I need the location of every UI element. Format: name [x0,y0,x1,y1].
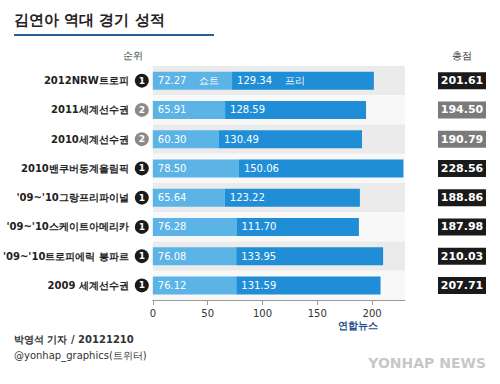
svg-text:1: 1 [139,280,145,290]
svg-text:총점: 총점 [452,50,472,61]
svg-text:연합뉴스: 연합뉴스 [338,320,378,331]
svg-text:150.06: 150.06 [244,163,279,174]
svg-text:2011세계선수권: 2011세계선수권 [51,104,129,115]
svg-text:133.95: 133.95 [241,251,276,262]
svg-text:78.50: 78.50 [158,163,187,174]
svg-text:190.79: 190.79 [441,133,483,146]
svg-text:201.61: 201.61 [441,74,483,87]
svg-text:1: 1 [139,222,145,232]
svg-text:'09~'10트로피에릭 봉파르: '09~'10트로피에릭 봉파르 [3,251,129,262]
svg-text:128.59: 128.59 [230,104,265,115]
svg-text:2010밴쿠버동계올림픽: 2010밴쿠버동계올림픽 [21,163,129,174]
svg-text:228.56: 228.56 [441,162,484,175]
svg-text:2010세계선수권: 2010세계선수권 [51,134,129,145]
svg-text:2012NRW트로피: 2012NRW트로피 [44,75,129,86]
svg-text:200: 200 [363,308,382,319]
svg-text:76.12: 76.12 [158,280,187,291]
svg-text:순위: 순위 [123,50,143,61]
svg-text:2009 세계선수권: 2009 세계선수권 [47,280,128,291]
svg-text:50: 50 [201,308,214,319]
svg-text:1: 1 [139,163,145,173]
svg-text:194.50: 194.50 [441,103,484,116]
svg-text:207.71: 207.71 [441,279,483,292]
svg-text:60.30: 60.30 [158,134,187,145]
svg-text:150: 150 [308,308,327,319]
svg-text:123.22: 123.22 [230,192,265,203]
svg-text:YONHAP NEWS: YONHAP NEWS [367,355,486,371]
svg-text:1: 1 [139,76,145,86]
svg-text:박영석 기자 / 20121210: 박영석 기자 / 20121210 [14,334,134,345]
svg-text:130.49: 130.49 [224,134,259,145]
svg-text:'09~'10스케이트아메리카: '09~'10스케이트아메리카 [6,221,128,232]
svg-text:76.28: 76.28 [158,221,187,232]
svg-text:김연아 역대 경기 성적: 김연아 역대 경기 성적 [14,11,165,29]
svg-text:'09~'10그랑프리파이널: '09~'10그랑프리파이널 [16,192,128,203]
svg-text:188.86: 188.86 [441,191,484,204]
svg-text:129.34 프리: 129.34 프리 [237,75,305,86]
svg-text:131.59: 131.59 [241,280,276,291]
svg-text:1: 1 [139,251,145,261]
svg-text:1: 1 [139,193,145,203]
svg-text:100: 100 [253,308,272,319]
svg-text:210.03: 210.03 [441,250,483,263]
svg-text:65.64: 65.64 [158,192,187,203]
svg-text:2: 2 [139,134,145,144]
svg-text:187.98: 187.98 [441,220,483,233]
svg-text:2: 2 [139,105,145,115]
svg-text:0: 0 [150,308,156,319]
svg-text:111.70: 111.70 [241,221,276,232]
svg-text:76.08: 76.08 [158,251,187,262]
svg-text:65.91: 65.91 [158,104,187,115]
svg-text:72.27 쇼트: 72.27 쇼트 [158,75,219,86]
svg-text:@yonhap_graphics(트위터): @yonhap_graphics(트위터) [14,350,147,362]
